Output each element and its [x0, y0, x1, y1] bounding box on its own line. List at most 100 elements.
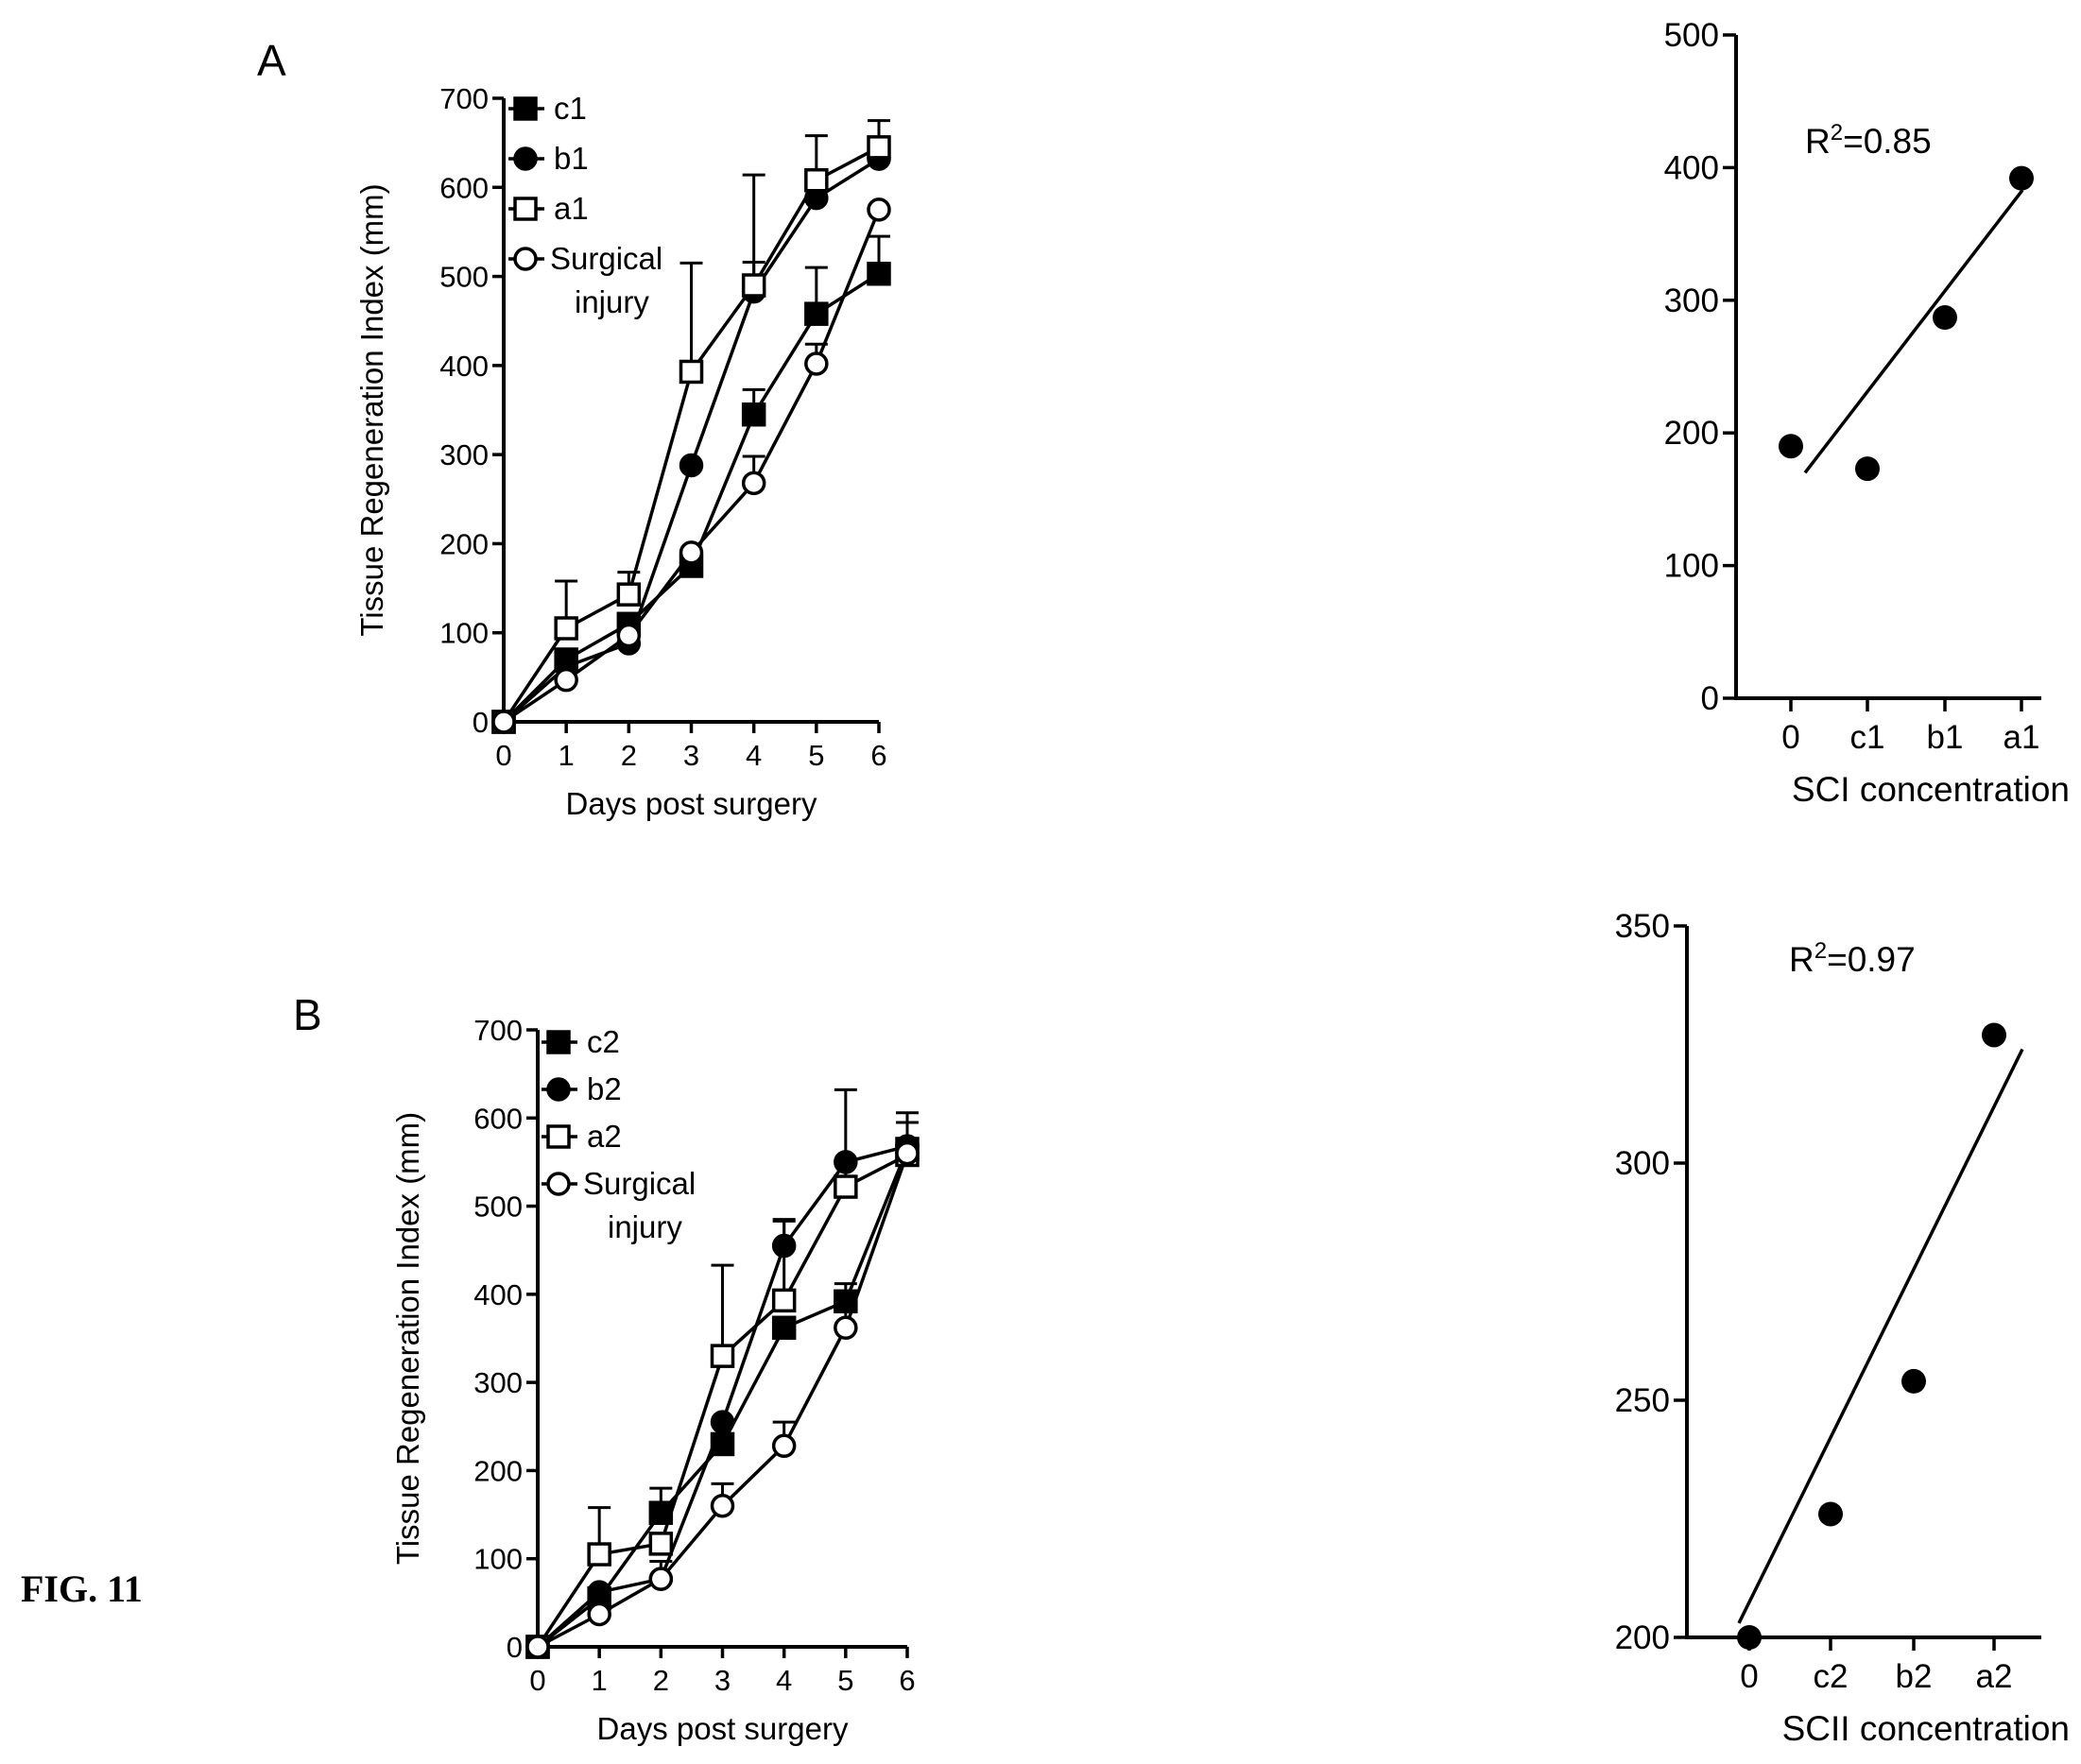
x-tick-label: b1: [1927, 719, 1964, 756]
y-tick-label: 200: [473, 1454, 523, 1487]
y-tick-label: 300: [439, 438, 489, 471]
data-point: [1982, 1022, 2006, 1048]
y-tick-label: 300: [1664, 283, 1719, 319]
figure-caption: FIG. 11: [21, 1567, 143, 1610]
r-squared-label: R2=0.97: [1789, 938, 1916, 979]
data-point: [771, 1315, 797, 1341]
x-tick-label: b2: [1896, 1658, 1933, 1695]
x-tick-label: 2: [621, 739, 637, 772]
y-tick-label: 350: [1615, 908, 1670, 945]
legend-marker: [546, 1124, 571, 1149]
legend-marker: [513, 146, 538, 171]
x-tick-label: a2: [1976, 1658, 2013, 1695]
data-point: [867, 197, 891, 222]
data-point: [554, 616, 578, 641]
data-point: [834, 1174, 858, 1199]
data-point: [710, 1344, 735, 1368]
y-tick-label: 700: [473, 1014, 523, 1047]
legend-label: a1: [554, 191, 589, 226]
x-axis-label: SCI concentration: [1792, 770, 2070, 809]
x-tick-label: c2: [1814, 1658, 1849, 1695]
y-tick-label: 100: [439, 617, 489, 650]
legend-label: c2: [587, 1024, 620, 1059]
data-point: [679, 453, 704, 478]
data-point: [679, 359, 704, 385]
y-tick-label: 600: [439, 171, 489, 204]
legend-label: Surgical: [583, 1166, 696, 1201]
panel-label: B: [293, 990, 322, 1039]
r-squared-label: R2=0.85: [1805, 120, 1932, 161]
data-point: [491, 710, 516, 734]
data-point: [1818, 1501, 1843, 1527]
legend-marker: [513, 247, 538, 271]
fit-line: [1737, 1048, 2024, 1624]
x-axis-label: Days post surgery: [566, 786, 817, 821]
data-point: [616, 582, 642, 607]
y-tick-label: 200: [1615, 1619, 1670, 1656]
y-axis-label: Tissue Regeneration Index (mm): [390, 1112, 425, 1565]
y-tick-label: 200: [1664, 415, 1719, 452]
y-tick-label: 400: [439, 350, 489, 383]
panel-label: A: [257, 36, 286, 85]
legend-label: injury: [608, 1209, 682, 1244]
data-point: [587, 1601, 611, 1627]
y-tick-label: 0: [1701, 680, 1719, 717]
x-tick-label: 2: [653, 1664, 669, 1697]
x-tick-label: 3: [683, 739, 699, 772]
y-tick-label: 500: [1664, 17, 1719, 54]
y-axis-label: Tissue Regeneration Index (mm): [354, 183, 389, 636]
x-axis-label: Days post surgery: [597, 1711, 849, 1746]
y-tick-label: 100: [473, 1543, 523, 1576]
legend-marker: [546, 1077, 571, 1102]
data-point: [804, 351, 829, 376]
x-tick-label: 1: [559, 739, 575, 772]
y-tick-label: 100: [1664, 548, 1719, 585]
y-tick-label: 300: [1615, 1145, 1670, 1182]
data-point: [771, 1288, 797, 1313]
y-tick-label: 500: [473, 1190, 523, 1224]
legend-label: a2: [587, 1119, 622, 1154]
legend-label: b1: [554, 141, 589, 176]
series-line-b2: [536, 1144, 908, 1649]
series-line-c2: [536, 1148, 909, 1649]
y-tick-label: 400: [473, 1278, 523, 1311]
data-point: [2009, 165, 2034, 191]
data-point: [741, 471, 766, 496]
y-tick-label: 500: [439, 261, 489, 294]
data-point: [679, 540, 704, 565]
data-point: [648, 1532, 674, 1556]
x-tick-label: 0: [1740, 1658, 1758, 1695]
y-tick-label: 0: [507, 1631, 523, 1664]
data-point: [525, 1635, 550, 1659]
data-point: [741, 273, 766, 298]
data-point: [616, 623, 642, 648]
data-point: [648, 1500, 674, 1525]
data-point: [648, 1567, 674, 1591]
x-tick-label: c1: [1850, 719, 1885, 756]
data-point: [1933, 305, 1957, 331]
data-point: [1901, 1368, 1926, 1394]
data-point: [834, 1289, 858, 1314]
legend-marker: [546, 1030, 571, 1054]
x-tick-label: 1: [592, 1664, 608, 1697]
y-tick-label: 300: [473, 1366, 523, 1399]
data-point: [867, 135, 891, 160]
fit-line: [1803, 189, 2024, 474]
data-point: [771, 1233, 797, 1259]
y-tick-label: 0: [473, 706, 489, 739]
x-tick-label: 5: [837, 1664, 853, 1697]
y-tick-label: 600: [473, 1102, 523, 1135]
y-tick-label: 200: [439, 527, 489, 560]
x-tick-label: 0: [1781, 719, 1799, 756]
legend-marker: [513, 197, 538, 221]
x-tick-label: 3: [714, 1664, 731, 1697]
y-tick-label: 400: [1664, 149, 1719, 186]
data-point: [771, 1433, 797, 1459]
x-tick-label: a1: [2004, 719, 2040, 756]
data-point: [804, 301, 829, 326]
legend-marker: [546, 1172, 571, 1196]
data-point: [867, 261, 891, 286]
series-line-surgical-injury: [537, 1153, 909, 1649]
data-point: [554, 667, 578, 693]
